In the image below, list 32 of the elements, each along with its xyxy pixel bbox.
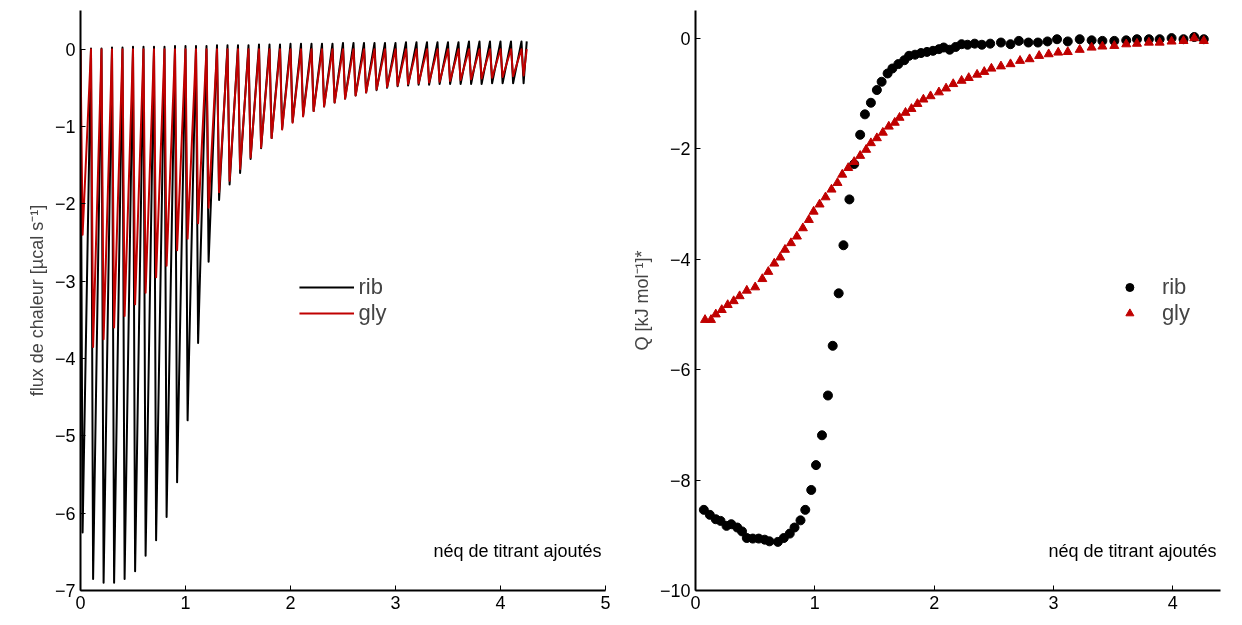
y-tick-label: −5 [54, 426, 76, 447]
y-axis-title: Q [kJ mol⁻¹]* [631, 250, 652, 351]
x-tick-label: 1 [180, 592, 191, 613]
y-tick-label: 0 [680, 28, 691, 49]
line-series [80, 48, 528, 348]
x-tick-label: 1 [809, 592, 820, 613]
x-tick-label: 3 [390, 592, 401, 613]
y-tick-label: −10 [659, 581, 691, 601]
y-tick-label: 0 [65, 39, 76, 60]
x-tick-label: 3 [1048, 592, 1059, 613]
y-tick-label: −4 [54, 349, 76, 369]
y-tick-label: −4 [669, 249, 691, 270]
legend-label: rib [358, 274, 383, 300]
y-tick-label: −8 [669, 470, 691, 491]
y-tick-label: −3 [54, 271, 76, 292]
legend-label: rib [1161, 274, 1187, 300]
x-tick-label: 4 [495, 592, 506, 613]
y-tick-label: −6 [54, 503, 76, 524]
x-axis-title: néq de titrant ajoutés [1048, 540, 1217, 561]
x-tick-label: 5 [600, 592, 611, 613]
x-tick-label: 4 [1167, 592, 1178, 613]
y-tick-label: −6 [669, 360, 691, 381]
y-axis-title: flux de chaleur [µcal s⁻¹] [26, 204, 47, 397]
legend-label: gly [358, 300, 387, 326]
y-tick-label: −2 [669, 139, 691, 160]
y-tick-label: −1 [54, 117, 76, 137]
x-axis-title: néq de titrant ajoutés [433, 540, 602, 561]
y-tick-label: −7 [54, 581, 76, 601]
legend-label: gly [1161, 300, 1190, 326]
x-tick-label: 2 [285, 592, 296, 613]
y-tick-label: −2 [54, 194, 76, 215]
x-tick-label: 2 [929, 592, 940, 613]
